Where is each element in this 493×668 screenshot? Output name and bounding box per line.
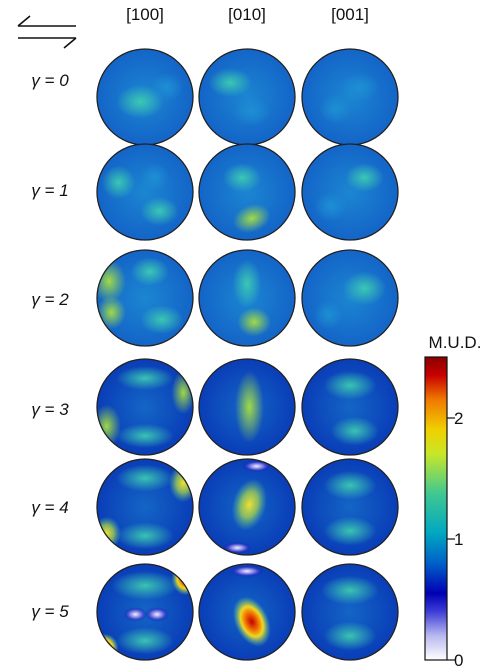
pole-figure-001-gamma-3 xyxy=(301,358,399,456)
pole-figure-010-gamma-4 xyxy=(198,458,296,556)
pole-figure-010-gamma-5 xyxy=(198,563,296,661)
pole-figure-100-gamma-2 xyxy=(96,249,194,347)
row-label-gamma-3: γ = 3 xyxy=(31,400,69,419)
pole-figure-010-gamma-0 xyxy=(198,48,296,146)
pole-figure-010-gamma-1 xyxy=(198,143,296,241)
pole-figure-001-gamma-0 xyxy=(301,48,399,146)
colorbar-scale xyxy=(424,356,448,661)
pole-figure-001-gamma-4 xyxy=(301,458,399,556)
pole-figure-001-gamma-5 xyxy=(301,563,399,661)
row-label-gamma-4: γ = 4 xyxy=(31,498,68,517)
pole-figure-001-gamma-1 xyxy=(301,143,399,241)
pole-figure-100-gamma-0 xyxy=(96,48,194,146)
row-label-gamma-1: γ = 1 xyxy=(31,181,68,200)
pole-figure-100-gamma-4 xyxy=(96,458,194,556)
colorbar-tick-2: 2 xyxy=(454,409,463,428)
colorbar: M.U.D. 2 1 0 xyxy=(424,333,482,668)
row-label-gamma-5: γ = 5 xyxy=(31,602,69,621)
pole-figure-100-gamma-1 xyxy=(96,143,194,241)
pole-figure-010-gamma-3 xyxy=(198,358,296,456)
pole-figure-100-gamma-5 xyxy=(96,563,194,661)
row-label-gamma-0: γ = 0 xyxy=(31,71,69,90)
column-header-100: [100] xyxy=(126,5,164,24)
colorbar-title: M.U.D. xyxy=(429,333,482,352)
row-label-gamma-2: γ = 2 xyxy=(31,290,69,309)
colorbar-tick-0: 0 xyxy=(454,651,463,668)
shear-arrows-icon xyxy=(17,15,77,49)
pole-figure-010-gamma-2 xyxy=(198,249,296,347)
column-header-010: [010] xyxy=(228,5,266,24)
column-header-001: [001] xyxy=(331,5,369,24)
pole-figure-001-gamma-2 xyxy=(301,249,399,347)
pole-figure-100-gamma-3 xyxy=(96,358,194,456)
colorbar-tick-1: 1 xyxy=(454,530,463,549)
